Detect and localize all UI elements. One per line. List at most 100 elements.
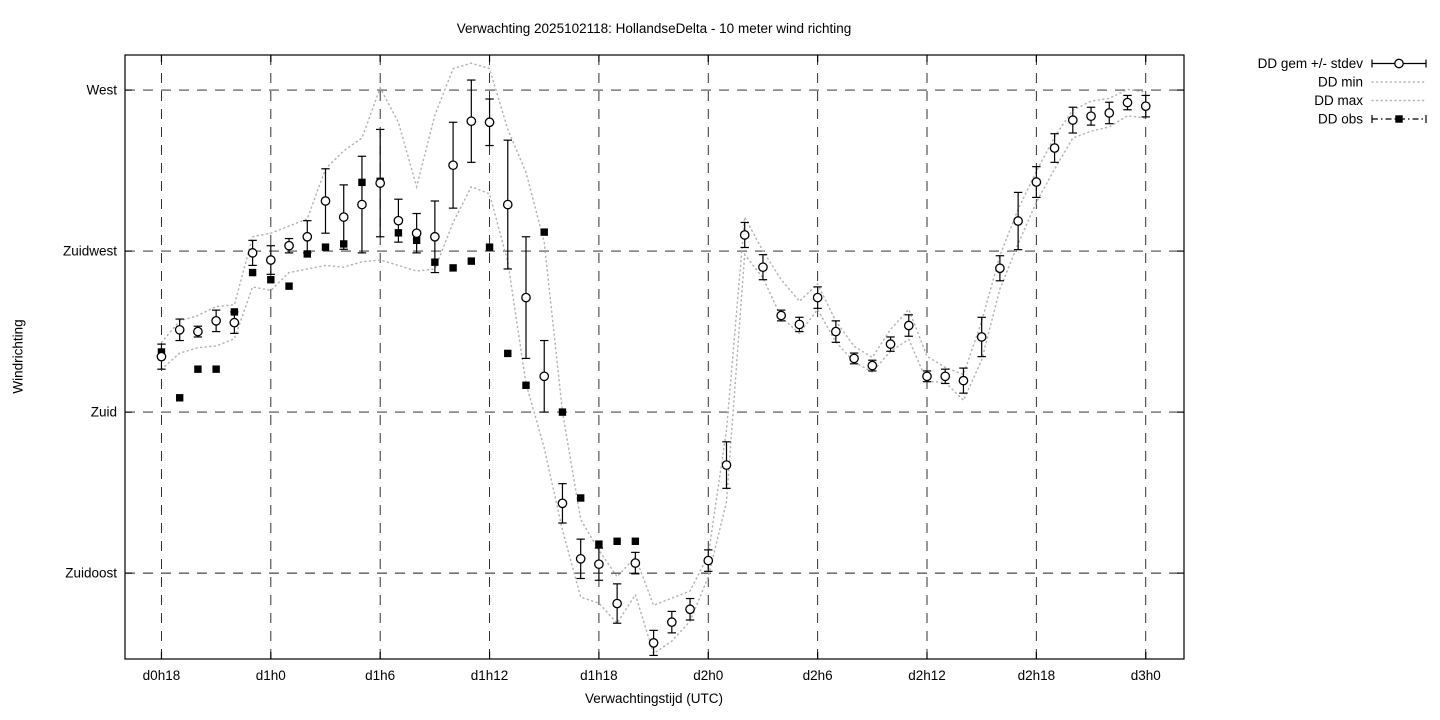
obs-point xyxy=(558,408,567,416)
mean-point xyxy=(430,231,440,242)
mean-point xyxy=(393,215,404,226)
mean-point xyxy=(357,199,367,210)
mean-point xyxy=(867,360,878,371)
obs-point xyxy=(267,276,275,284)
grid: d0h18 d1h0 d1h6 d1h12 d1h18 d2h0 d2h6 d2h12 d2h1… xyxy=(63,55,1184,683)
mean-point xyxy=(1086,111,1096,122)
x-tick-label: d2h12 xyxy=(908,668,946,683)
mean-point xyxy=(703,555,714,566)
mean-point xyxy=(885,339,896,349)
mean-point xyxy=(557,498,568,509)
mean-point xyxy=(831,326,841,337)
mean-point xyxy=(156,351,167,362)
mean-point xyxy=(1067,115,1078,125)
legend-label: DD obs xyxy=(1318,112,1363,127)
legend-label: DD min xyxy=(1318,75,1363,90)
obs-point xyxy=(248,268,257,277)
chart-title: Verwachting 2025102118: HollandseDelta -… xyxy=(456,21,852,36)
mean-point xyxy=(247,248,258,258)
mean-point xyxy=(320,196,331,206)
mean-point xyxy=(484,117,495,128)
legend-sample-circle xyxy=(1394,58,1404,69)
mean-point xyxy=(302,231,313,242)
mean-point xyxy=(575,553,586,564)
obs-point xyxy=(285,282,293,290)
mean-point xyxy=(1031,177,1042,187)
obs-point xyxy=(303,250,311,258)
obs-point xyxy=(595,540,603,548)
x-tick-label: d2h0 xyxy=(693,668,723,683)
mean-point xyxy=(995,263,1005,274)
x-tick-label: d1h12 xyxy=(471,668,509,683)
mean-point xyxy=(1140,101,1151,112)
y-tick-label: Zuidoost xyxy=(65,566,117,581)
mean-point xyxy=(721,460,732,470)
mean-point xyxy=(229,317,240,328)
mean-point xyxy=(1104,108,1115,118)
x-tick-label: d2h6 xyxy=(803,668,833,683)
obs-point xyxy=(175,394,184,402)
mean-point xyxy=(685,604,695,615)
obs-point xyxy=(485,243,494,251)
mean-point xyxy=(648,638,659,648)
y-tick-label: Zuid xyxy=(91,405,117,420)
mean-point xyxy=(812,292,823,303)
y-tick-label: Zuidwest xyxy=(63,244,117,259)
mean-series xyxy=(156,79,1151,657)
mean-point xyxy=(375,178,386,188)
mean-point xyxy=(466,116,477,127)
obs-point xyxy=(504,349,512,358)
legend-sample-square xyxy=(1395,115,1403,123)
mean-point xyxy=(903,320,914,331)
obs-point xyxy=(194,365,202,373)
mean-point xyxy=(776,310,787,321)
x-tick-label: d1h0 xyxy=(256,668,286,683)
obs-point xyxy=(212,365,220,373)
y-axis-label: Windrichting xyxy=(10,319,26,394)
mean-point xyxy=(976,332,987,342)
mean-point xyxy=(265,255,276,265)
x-tick-label: d3h0 xyxy=(1131,668,1161,683)
obs-point xyxy=(449,264,457,272)
mean-point xyxy=(849,353,859,364)
mean-point xyxy=(1049,143,1060,153)
mean-point xyxy=(539,371,550,382)
mean-point xyxy=(211,316,221,326)
mean-point xyxy=(612,598,622,609)
mean-point xyxy=(666,617,677,627)
mean-point xyxy=(794,319,805,330)
x-axis-label: Verwachtingstijd (UTC) xyxy=(584,691,724,706)
obs-point xyxy=(321,243,330,251)
mean-point xyxy=(958,375,969,386)
max-line xyxy=(160,62,1147,607)
mean-point xyxy=(758,262,768,273)
x-tick-label: d1h6 xyxy=(365,668,395,683)
mean-point xyxy=(284,240,294,251)
mean-point xyxy=(630,558,641,568)
legend-label: DD max xyxy=(1314,93,1363,108)
legend-label: DD gem +/- stdev xyxy=(1258,56,1364,71)
plot-border xyxy=(124,54,1185,660)
obs-point xyxy=(631,537,640,545)
mean-point xyxy=(411,228,422,239)
mean-point xyxy=(448,160,458,171)
mean-point xyxy=(1013,216,1023,226)
x-tick-label: d2h18 xyxy=(1018,668,1056,683)
mean-point xyxy=(193,326,203,337)
mean-point xyxy=(174,324,185,335)
obs-point xyxy=(522,381,530,389)
obs-point xyxy=(576,494,585,502)
mean-point xyxy=(922,371,932,382)
mean-point xyxy=(338,212,349,222)
mean-point xyxy=(940,371,951,382)
obs-point xyxy=(467,257,476,265)
x-tick-label: d0h18 xyxy=(143,668,181,683)
mean-point xyxy=(521,292,531,303)
y-tick-label: West xyxy=(86,83,117,98)
x-tick-label: d1h18 xyxy=(580,668,618,683)
mean-point xyxy=(1122,97,1133,108)
mean-point xyxy=(594,559,604,570)
mean-point xyxy=(502,199,513,210)
